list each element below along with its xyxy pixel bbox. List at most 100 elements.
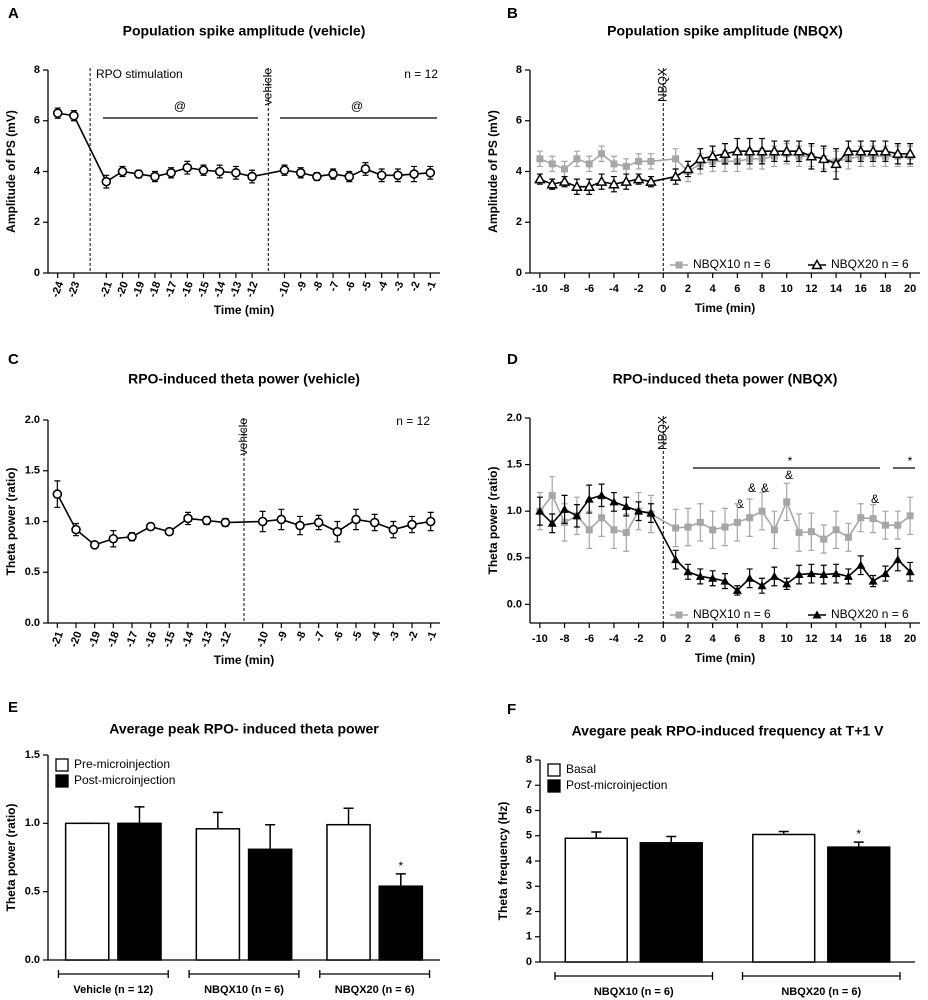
y-tick-label: 1.5	[25, 749, 40, 761]
marker	[672, 155, 680, 163]
marker	[757, 581, 767, 590]
x-tick-label: -16	[179, 280, 196, 299]
error-bar	[395, 873, 406, 887]
marker	[313, 517, 324, 528]
marker	[645, 175, 657, 186]
category-bracket	[741, 972, 901, 980]
error-bar	[666, 835, 677, 843]
bar	[827, 846, 891, 963]
x-tick-label: -15	[195, 280, 212, 299]
marker	[733, 518, 741, 526]
annotation: &	[761, 481, 769, 495]
marker	[376, 170, 387, 181]
marker	[332, 526, 343, 537]
legend-swatch	[55, 774, 69, 788]
y-tick-label: 1.0	[507, 505, 522, 517]
x-tick-label: -8	[560, 633, 570, 645]
reference-label: vehicle	[236, 418, 250, 456]
reference-label: NBQX	[655, 416, 669, 450]
legend-label: NBQX10 n = 6	[693, 257, 771, 271]
y-axis-label: Theta power (ratio)	[4, 467, 18, 575]
marker	[683, 567, 693, 576]
y-tick-label: 0.0	[507, 598, 522, 610]
annotation: *	[856, 827, 861, 841]
reference-label: vehicle	[260, 68, 274, 106]
x-tick-label: -18	[105, 630, 122, 649]
panel-letter: B	[507, 5, 518, 22]
marker	[182, 162, 193, 173]
bar	[247, 848, 293, 961]
marker	[709, 526, 717, 534]
x-tick-label: 18	[879, 283, 891, 295]
y-tick-label: 0.5	[25, 886, 40, 898]
marker	[622, 162, 630, 170]
error-bar	[212, 811, 223, 829]
marker	[598, 514, 606, 522]
marker	[276, 514, 287, 525]
marker	[620, 175, 633, 186]
y-tick-label: 3	[526, 880, 532, 892]
marker	[646, 508, 656, 517]
marker	[675, 261, 683, 269]
panel-letter: A	[8, 5, 19, 22]
chart-title: RPO-induced theta power (NBQX)	[613, 371, 838, 387]
marker	[868, 576, 878, 585]
marker	[769, 571, 779, 580]
x-tick-label: 20	[904, 283, 916, 295]
marker	[745, 573, 755, 582]
marker	[857, 514, 865, 522]
marker	[854, 145, 867, 156]
y-axis-label: Theta power (ratio)	[4, 803, 18, 911]
marker	[768, 145, 781, 156]
marker	[819, 570, 829, 579]
x-axis-label: Time (min)	[695, 301, 755, 315]
chart-title: Population spike amplitude (vehicle)	[123, 23, 366, 39]
marker	[595, 175, 608, 186]
marker	[220, 517, 231, 528]
marker	[671, 555, 681, 564]
marker	[214, 166, 225, 177]
marker	[793, 145, 805, 156]
marker	[409, 169, 419, 179]
marker	[585, 160, 593, 168]
reference-label: NBQX	[655, 68, 669, 102]
y-tick-label: 0	[526, 956, 532, 968]
y-tick-label: 4	[516, 165, 523, 177]
x-tick-label: -2	[634, 633, 644, 645]
y-tick-label: 8	[34, 64, 40, 76]
bar	[378, 885, 424, 961]
marker	[869, 515, 877, 523]
marker	[201, 515, 212, 526]
y-tick-label: 0	[34, 267, 40, 279]
legend-label: Post-microinjection	[566, 778, 667, 792]
marker	[560, 504, 570, 513]
y-tick-label: 0.5	[507, 552, 522, 564]
x-tick-label: -4	[609, 633, 620, 645]
marker	[150, 171, 160, 182]
x-tick-label: -8	[294, 630, 309, 643]
marker	[247, 171, 257, 182]
bar	[564, 837, 628, 963]
marker	[622, 529, 630, 537]
marker	[720, 576, 730, 585]
marker	[756, 145, 768, 156]
y-axis-label: Amplitude of PS (mV)	[486, 110, 500, 233]
x-tick-label: -3	[392, 280, 407, 293]
marker	[164, 526, 175, 537]
x-tick-label: -5	[350, 630, 365, 643]
x-tick-label: -2	[408, 280, 423, 293]
x-tick-label: NBQX10 (n = 6)	[594, 986, 674, 998]
marker	[758, 507, 766, 515]
x-tick-label: 14	[830, 283, 843, 295]
y-tick-label: 7	[526, 779, 532, 791]
marker	[780, 145, 793, 156]
chart-title: RPO-induced theta power (vehicle)	[128, 371, 360, 387]
legend-swatch	[547, 779, 561, 793]
marker	[572, 511, 582, 520]
x-tick-label: -17	[124, 630, 141, 649]
x-tick-label: -21	[49, 630, 66, 649]
marker	[117, 166, 128, 177]
marker	[127, 531, 137, 542]
x-tick-label: 0	[660, 633, 666, 645]
bar	[195, 828, 241, 961]
